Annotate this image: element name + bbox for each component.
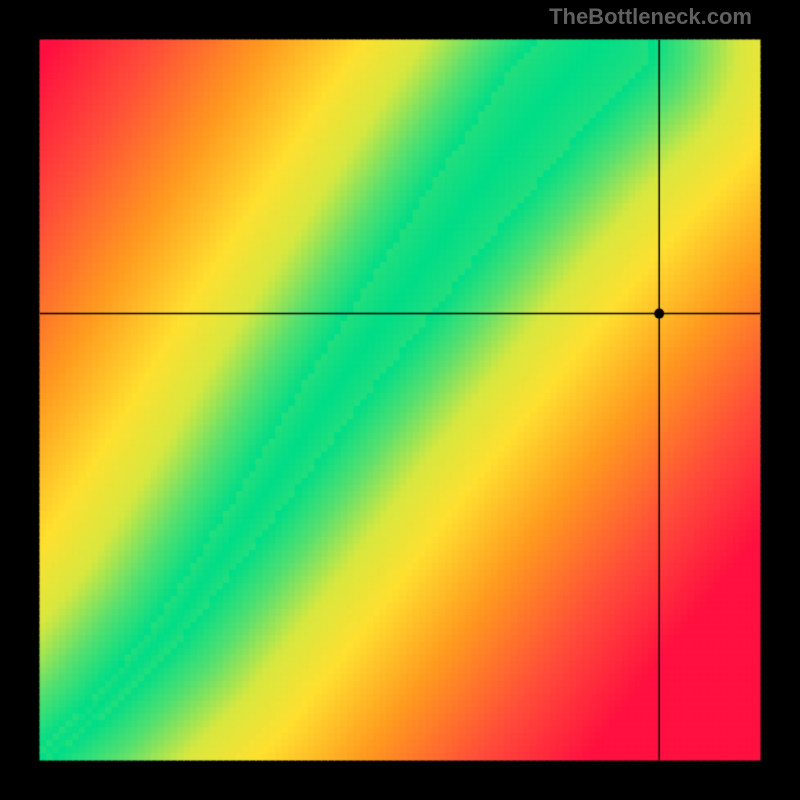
- bottleneck-heatmap-canvas: [0, 0, 800, 800]
- chart-container: TheBottleneck.com: [0, 0, 800, 800]
- watermark-text: TheBottleneck.com: [549, 4, 752, 30]
